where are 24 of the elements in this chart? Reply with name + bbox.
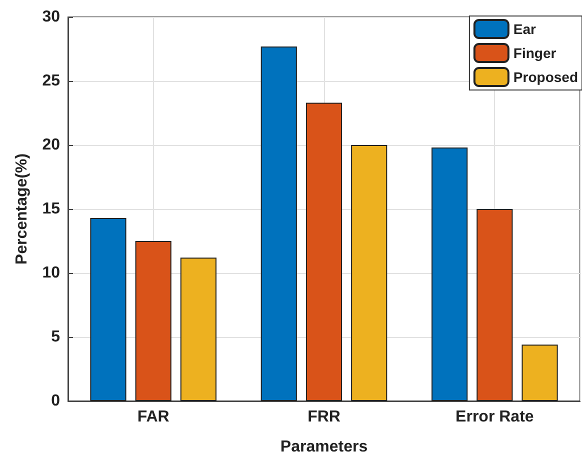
y-tick-label: 30 bbox=[42, 8, 60, 26]
y-tick-label: 10 bbox=[42, 264, 60, 282]
y-tick-label: 15 bbox=[42, 200, 60, 218]
bar bbox=[351, 145, 388, 401]
x-tick-label: Error Rate bbox=[456, 408, 534, 426]
bar bbox=[90, 218, 126, 401]
legend-label: Finger bbox=[513, 45, 557, 61]
bar bbox=[306, 102, 342, 401]
bar bbox=[476, 209, 513, 401]
bar bbox=[135, 241, 172, 401]
y-tick-label: 5 bbox=[51, 328, 60, 346]
y-tick-label: 20 bbox=[42, 136, 60, 154]
bar bbox=[432, 148, 468, 401]
x-tick-label: FAR bbox=[137, 408, 170, 426]
bar bbox=[522, 344, 558, 401]
x-axis-title: Parameters bbox=[280, 438, 368, 456]
y-axis-title: Percentage(%) bbox=[14, 153, 30, 265]
legend-label: Proposed bbox=[513, 69, 578, 85]
bar bbox=[260, 46, 297, 401]
y-tick-label: 25 bbox=[42, 72, 60, 90]
y-tick-label: 0 bbox=[51, 392, 60, 410]
bar bbox=[180, 258, 216, 401]
legend-label: Ear bbox=[513, 21, 537, 37]
x-tick-label: FRR bbox=[308, 408, 341, 426]
